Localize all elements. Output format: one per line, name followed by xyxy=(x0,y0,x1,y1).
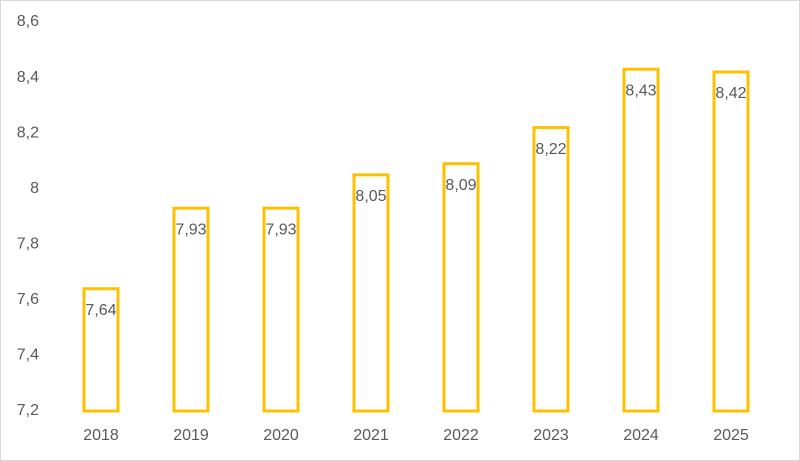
bar xyxy=(82,287,120,413)
x-tick-label: 2025 xyxy=(713,427,749,444)
x-tick-label: 2024 xyxy=(623,427,659,444)
x-tick-label: 2021 xyxy=(353,427,389,444)
y-tick-label: 8,2 xyxy=(17,124,39,141)
bar xyxy=(532,126,570,413)
x-tick-label: 2020 xyxy=(263,427,299,444)
value-label: 7,93 xyxy=(175,221,206,238)
bar xyxy=(262,206,300,413)
value-label: 7,64 xyxy=(85,302,116,319)
value-label: 8,22 xyxy=(535,141,566,158)
bar xyxy=(442,162,480,413)
y-tick-label: 7,2 xyxy=(17,402,39,419)
x-tick-label: 2023 xyxy=(533,427,569,444)
y-tick-label: 7,6 xyxy=(17,291,39,308)
bar xyxy=(352,173,390,413)
x-tick-label: 2018 xyxy=(83,427,119,444)
value-label: 8,42 xyxy=(715,85,746,102)
y-tick-label: 8 xyxy=(30,180,39,197)
x-tick-label: 2019 xyxy=(173,427,209,444)
bar xyxy=(712,70,750,413)
y-tick-label: 8,4 xyxy=(17,69,39,86)
bar xyxy=(172,206,210,413)
y-tick-label: 7,4 xyxy=(17,347,39,364)
value-label: 8,05 xyxy=(355,188,386,205)
value-label: 7,93 xyxy=(265,221,296,238)
bar xyxy=(622,67,660,413)
y-tick-label: 8,6 xyxy=(17,13,39,30)
value-label: 8,43 xyxy=(625,82,656,99)
x-tick-label: 2022 xyxy=(443,427,479,444)
y-tick-label: 7,8 xyxy=(17,236,39,253)
value-label: 8,09 xyxy=(445,177,476,194)
